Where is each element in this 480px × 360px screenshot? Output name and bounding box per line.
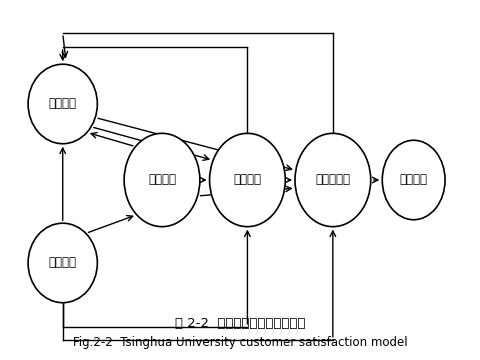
Text: 图 2-2  清华大学顾客满意度模型: 图 2-2 清华大学顾客满意度模型 <box>175 317 305 330</box>
Text: 感知质量: 感知质量 <box>48 98 77 111</box>
Ellipse shape <box>124 133 200 227</box>
Text: 品牌形象: 品牌形象 <box>48 256 77 269</box>
Text: Fig.2-2  Tsinghua University customer satisfaction model: Fig.2-2 Tsinghua University customer sat… <box>73 336 407 349</box>
Ellipse shape <box>209 133 285 227</box>
Text: 预期质量: 预期质量 <box>148 174 176 186</box>
Ellipse shape <box>28 223 97 303</box>
Text: 感知价値: 感知价値 <box>233 174 261 186</box>
Ellipse shape <box>294 133 370 227</box>
Text: 顾客满意度: 顾客满意度 <box>315 174 349 186</box>
Ellipse shape <box>382 140 444 220</box>
Ellipse shape <box>28 64 97 144</box>
Text: 顾客忠诚: 顾客忠诚 <box>399 174 427 186</box>
